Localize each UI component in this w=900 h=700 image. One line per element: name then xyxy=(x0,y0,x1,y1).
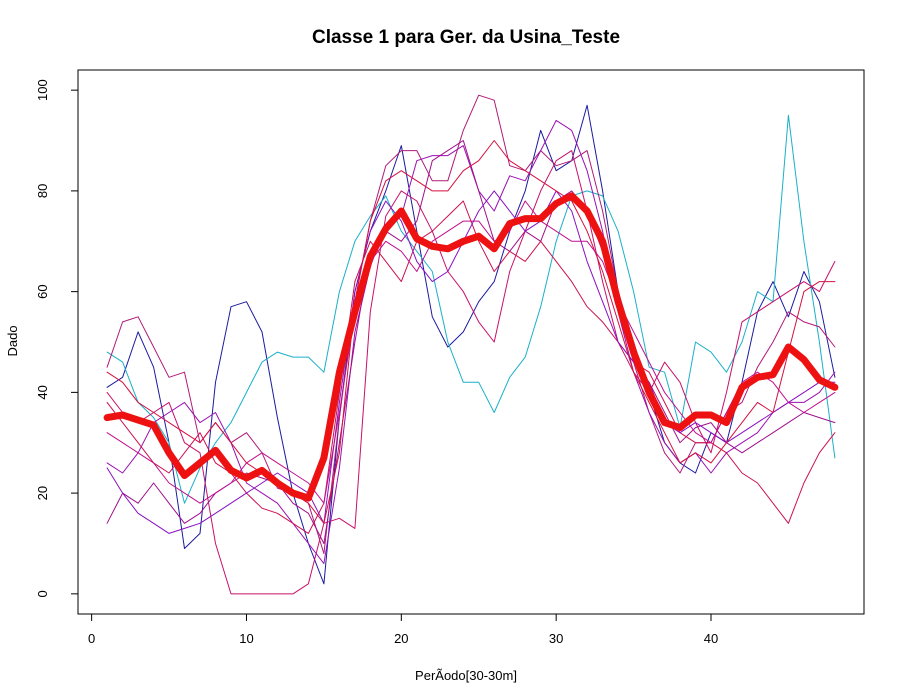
series-layer xyxy=(103,94,839,595)
series-line-4 xyxy=(106,150,836,595)
series-line-1 xyxy=(106,104,836,585)
plot-area xyxy=(77,69,865,615)
x-tick-label: 10 xyxy=(239,631,253,646)
series-line-3 xyxy=(106,94,836,555)
series-line-2 xyxy=(106,114,836,504)
series-line-8 xyxy=(106,190,836,534)
y-tick-label: 80 xyxy=(35,184,50,198)
y-tick-label: 60 xyxy=(35,284,50,298)
series-line-mean xyxy=(103,192,839,502)
series-line-10 xyxy=(106,200,836,504)
x-tick-label: 0 xyxy=(88,631,95,646)
y-tick-label: 100 xyxy=(35,79,50,101)
x-tick-label: 40 xyxy=(704,631,718,646)
y-tick-label: 20 xyxy=(35,486,50,500)
series-line-9 xyxy=(106,140,836,524)
series-line-7 xyxy=(106,200,836,534)
y-axis: 0 20 40 60 80 100 xyxy=(35,79,79,597)
series-line-5 xyxy=(106,119,836,565)
series-line-6 xyxy=(106,140,836,544)
x-tick-label: 30 xyxy=(549,631,563,646)
x-axis: 0 10 20 30 40 xyxy=(88,613,718,646)
y-axis-label: Dado xyxy=(5,325,20,356)
chart-title: Classe 1 para Ger. da Usina_Teste xyxy=(312,27,620,48)
x-axis-label: PerÃ­odo[30-30m] xyxy=(415,668,517,683)
y-tick-label: 0 xyxy=(35,590,50,597)
x-tick-label: 20 xyxy=(394,631,408,646)
y-tick-label: 40 xyxy=(35,385,50,399)
